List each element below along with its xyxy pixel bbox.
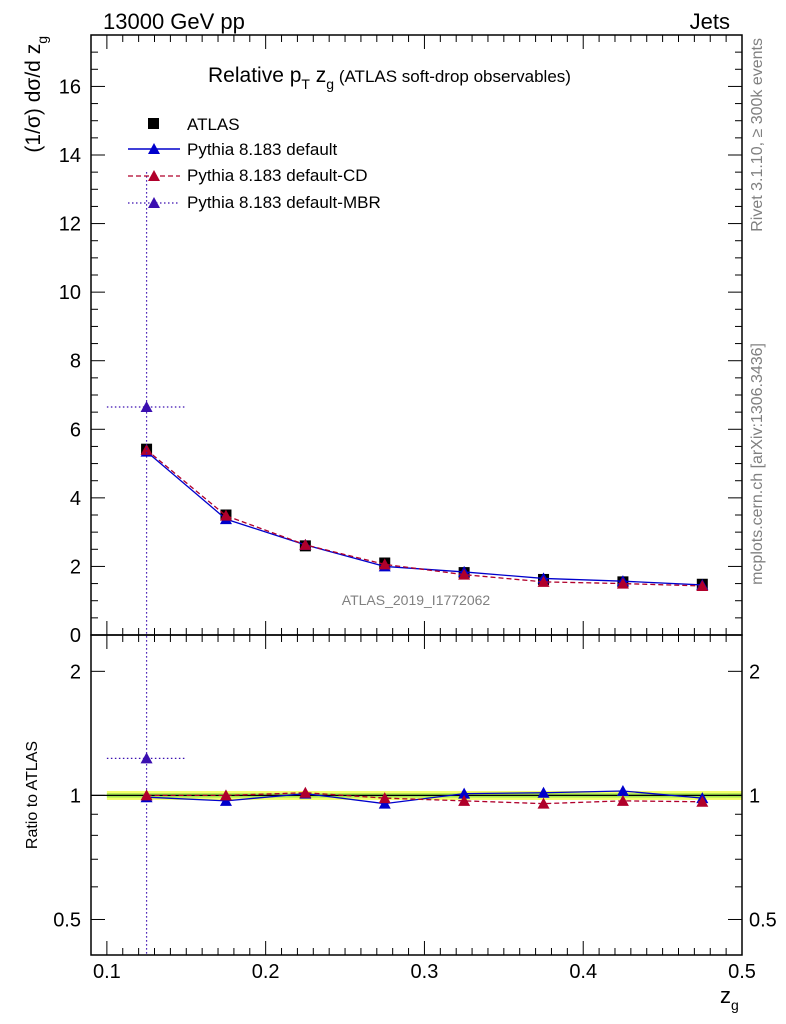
- y-tick-label-ratio-right: 0.5: [749, 909, 777, 931]
- x-tick-labels: 0.1 0.2 0.3 0.4 0.5: [93, 961, 756, 983]
- ratio-marker-default: [458, 787, 471, 799]
- ratio-marker-default: [378, 797, 391, 809]
- legend-marker-mbr: [148, 197, 160, 208]
- ratio-marker-cd: [219, 789, 232, 801]
- x-label-main: z: [720, 983, 731, 1008]
- x-label-sub: g: [731, 997, 739, 1013]
- title-prefix: Relative p: [208, 64, 301, 87]
- line-default: [146, 451, 703, 586]
- ratio-series: [106, 752, 709, 809]
- x-tick-label: 0.5: [728, 961, 756, 983]
- header-process: Jets: [690, 9, 730, 34]
- y-label-main: (1/σ) dσ/d z: [22, 44, 45, 153]
- header-energy: 13000 GeV pp: [103, 9, 245, 34]
- ratio-y-tick-labels: 0.5 0.5 1 1 2 2: [53, 661, 777, 931]
- title-mid: z: [310, 64, 326, 87]
- x-tick-label: 0.4: [569, 961, 597, 983]
- y-tick-label-ratio-left: 2: [70, 661, 81, 683]
- legend-entry-atlas: ATLAS: [148, 115, 240, 134]
- legend-entry-default: Pythia 8.183 default: [128, 140, 338, 159]
- x-tick-label: 0.2: [252, 961, 280, 983]
- legend-label-cd: Pythia 8.183 default-CD: [187, 166, 368, 185]
- ratio-line-default: [146, 790, 703, 805]
- y-tick-label-main: 0: [70, 625, 81, 647]
- ratio-marker-cd: [140, 789, 153, 801]
- x-axis-label: zg: [720, 983, 739, 1013]
- analysis-watermark: ATLAS_2019_I1772062: [342, 592, 491, 608]
- ratio-axis-ticks: [90, 635, 743, 955]
- y-tick-label-main: 16: [59, 76, 81, 98]
- ratio-marker-cd: [616, 794, 629, 806]
- legend-label-atlas: ATLAS: [187, 115, 240, 134]
- y-tick-label-ratio-right: 1: [749, 785, 760, 807]
- y-tick-label-main: 14: [59, 145, 81, 167]
- legend: ATLAS Pythia 8.183 default Pythia 8.183 …: [128, 115, 381, 212]
- legend-entry-mbr: Pythia 8.183 default-MBR: [128, 193, 381, 212]
- y-tick-label-main: 8: [70, 351, 81, 373]
- ratio-marker-cd: [537, 797, 550, 809]
- y-tick-label-ratio-left: 1: [70, 785, 81, 807]
- marker-cd: [696, 579, 709, 591]
- title-sub-g: g: [326, 76, 334, 92]
- x-tick-label: 0.1: [93, 961, 121, 983]
- ratio-marker-cd: [378, 792, 391, 804]
- y-tick-label-main: 4: [70, 488, 81, 510]
- ratio-marker-cd: [458, 794, 471, 806]
- main-y-label: (1/σ) dσ/d zg: [22, 36, 50, 153]
- ratio-marker-default: [537, 786, 550, 798]
- marker-cd: [378, 558, 391, 570]
- legend-label-mbr: Pythia 8.183 default-MBR: [187, 193, 381, 212]
- main-series: [106, 172, 709, 955]
- ratio-marker-cd: [299, 786, 312, 798]
- ratio-series-cd: [140, 786, 709, 809]
- title-sub-t: T: [301, 76, 310, 92]
- ratio-y-label: Ratio to ATLAS: [24, 741, 41, 849]
- main-y-tick-labels: 0 2 4 6 8 10 12 14 16: [59, 76, 81, 647]
- side-text-rivet: Rivet 3.1.10, ≥ 300k events: [749, 38, 766, 232]
- ratio-marker-cd: [696, 795, 709, 807]
- legend-marker-cd: [148, 170, 160, 181]
- series-cd: [140, 443, 709, 591]
- legend-entry-cd: Pythia 8.183 default-CD: [128, 166, 368, 185]
- ratio-series-mbr: [106, 752, 187, 764]
- marker-cd: [299, 538, 312, 550]
- ratio-line-cd: [146, 792, 703, 805]
- ratio-panel: 0.5 0.5 1 1 2 2 0.1 0.2 0.3 0.4 0.5 Ratio to ATLA…: [24, 634, 777, 1013]
- y-label-sub: g: [34, 36, 50, 44]
- title-suffix: (ATLAS soft-drop observables): [334, 67, 571, 86]
- marker-cd: [537, 575, 550, 587]
- legend-label-default: Pythia 8.183 default: [187, 140, 338, 159]
- main-axis-ticks: [90, 34, 743, 636]
- y-tick-label-main: 2: [70, 556, 81, 578]
- series-mbr: [106, 172, 187, 955]
- x-tick-label: 0.3: [411, 961, 439, 983]
- ratio-marker-mbr: [140, 752, 153, 764]
- legend-marker-atlas: [148, 118, 159, 129]
- side-text-mcplots: mcplots.cern.ch [arXiv:1306.3436]: [749, 343, 766, 585]
- y-tick-label-main: 10: [59, 282, 81, 304]
- marker-mbr: [140, 401, 153, 412]
- y-tick-label-main: 12: [59, 214, 81, 236]
- legend-marker-default: [148, 143, 160, 154]
- marker-cd: [458, 568, 471, 580]
- marker-cd: [219, 509, 232, 521]
- y-tick-label-ratio-right: 2: [749, 661, 760, 683]
- y-tick-label-ratio-left: 0.5: [53, 909, 81, 931]
- marker-cd: [616, 577, 629, 589]
- main-title: Relative pT zg (ATLAS soft-drop observab…: [208, 64, 571, 92]
- y-tick-label-main: 6: [70, 419, 81, 441]
- ratio-marker-default: [616, 784, 629, 796]
